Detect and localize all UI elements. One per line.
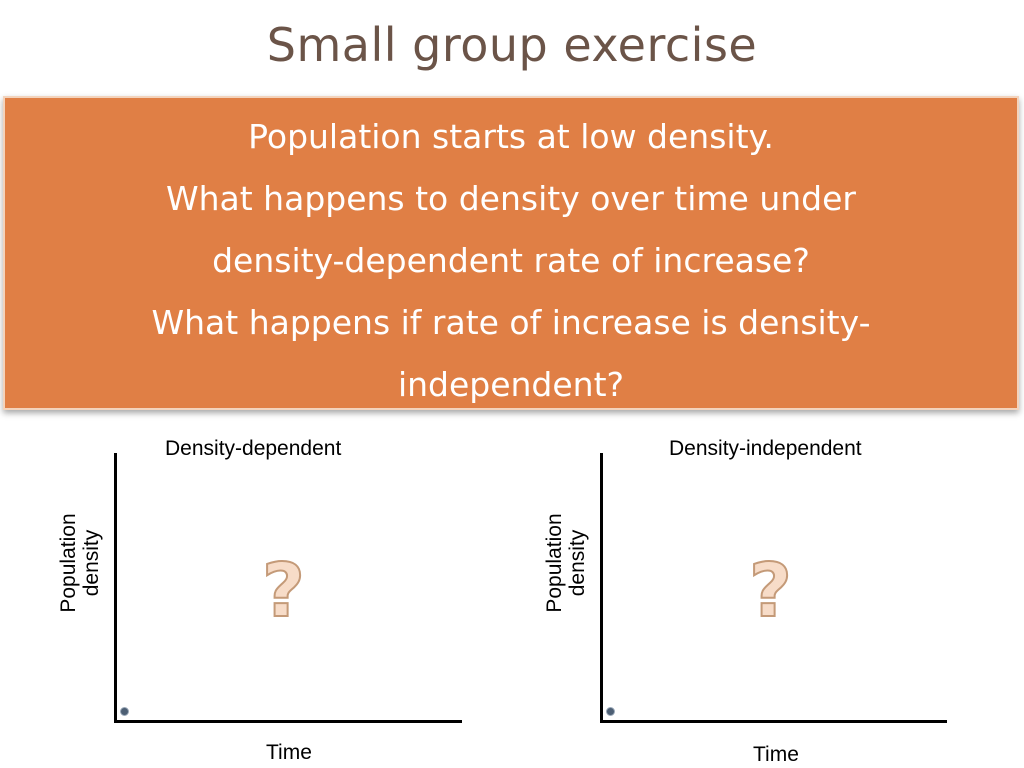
question-mark-placeholder: ?	[748, 547, 793, 635]
x-axis	[114, 720, 462, 723]
y-axis-label-line-1: Population	[57, 513, 80, 613]
x-axis	[600, 720, 947, 723]
prompt-line-4: What happens if rate of increase is dens…	[151, 303, 871, 342]
y-axis	[114, 453, 117, 723]
y-axis	[600, 453, 603, 723]
prompt-box: Population starts at low density. What h…	[3, 96, 1019, 410]
starting-point-dot	[120, 707, 129, 716]
graph-title: Density-independent	[669, 437, 862, 460]
x-axis-label: Time	[753, 743, 799, 766]
starting-point-dot	[606, 707, 615, 716]
prompt-line-2: What happens to density over time under	[165, 179, 856, 218]
y-axis-label: Population density	[543, 503, 589, 623]
prompt-line-3: density-dependent rate of increase?	[212, 241, 810, 280]
y-axis-label-line-1: Population	[543, 513, 566, 613]
x-axis-label: Time	[266, 741, 312, 764]
y-axis-label-line-2: density	[80, 529, 103, 597]
prompt-line-5: independent?	[397, 365, 625, 404]
graph-title: Density-dependent	[165, 437, 342, 460]
y-axis-label-line-2: density	[566, 529, 589, 597]
prompt-line-1: Population starts at low density.	[248, 117, 774, 156]
question-mark-placeholder: ?	[261, 547, 306, 635]
slide-title: Small group exercise	[266, 18, 758, 72]
y-axis-label: Population density	[57, 503, 103, 623]
